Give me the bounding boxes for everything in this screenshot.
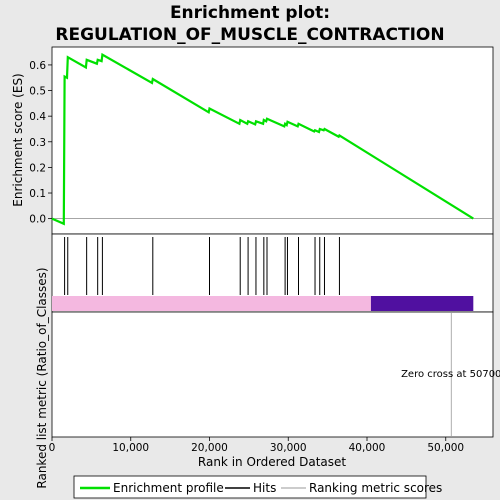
x-axis-label: Rank in Ordered Dataset — [198, 455, 346, 469]
x-axis: 0 10,000 20,000 30,000 40,000 50,000 — [49, 437, 464, 454]
metric-y-axis-label: Ranked list metric (Ratio_of_Classes) — [35, 267, 49, 488]
chart-title-line2: REGULATION_OF_MUSCLE_CONTRACTION — [55, 25, 444, 45]
es-y-tick-label: 0.5 — [29, 86, 46, 98]
legend-box — [73, 475, 427, 499]
hit-markers — [64, 237, 340, 295]
es-y-tick-label: 0.3 — [29, 137, 46, 149]
x-tick-label: 50,000 — [427, 442, 464, 454]
es-panel — [51, 46, 494, 235]
legend: Enrichment profile Hits Ranking metric s… — [73, 475, 442, 499]
legend-hits-label: Hits — [253, 481, 276, 495]
x-tick-label: 0 — [49, 442, 56, 454]
es-y-axis: 0.0 0.1 0.2 0.3 0.4 0.5 0.6 — [29, 60, 52, 226]
zero-cross-annotation: Zero cross at 50700 — [401, 369, 500, 380]
metric-bar-positive — [52, 296, 371, 311]
es-y-tick-label: 0.1 — [29, 188, 46, 200]
x-tick-label: 40,000 — [349, 442, 386, 454]
enrichment-profile-line — [51, 52, 474, 226]
x-tick-label: 10,000 — [112, 442, 149, 454]
es-y-tick-label: 0.6 — [29, 60, 46, 72]
legend-enrichment-label: Enrichment profile — [113, 481, 224, 495]
x-tick-label: 20,000 — [191, 442, 228, 454]
chart-title-line1: Enrichment plot: — [170, 3, 330, 23]
metric-panel — [51, 311, 494, 438]
es-y-tick-label: 0.2 — [29, 162, 46, 174]
legend-metric-label: Ranking metric scores — [309, 481, 442, 495]
es-y-tick-label: 0.0 — [29, 214, 46, 226]
es-y-tick-label: 0.4 — [29, 111, 46, 123]
metric-bar-negative — [370, 296, 474, 311]
x-tick-label: 30,000 — [270, 442, 307, 454]
es-y-axis-label: Enrichment score (ES) — [11, 73, 25, 206]
